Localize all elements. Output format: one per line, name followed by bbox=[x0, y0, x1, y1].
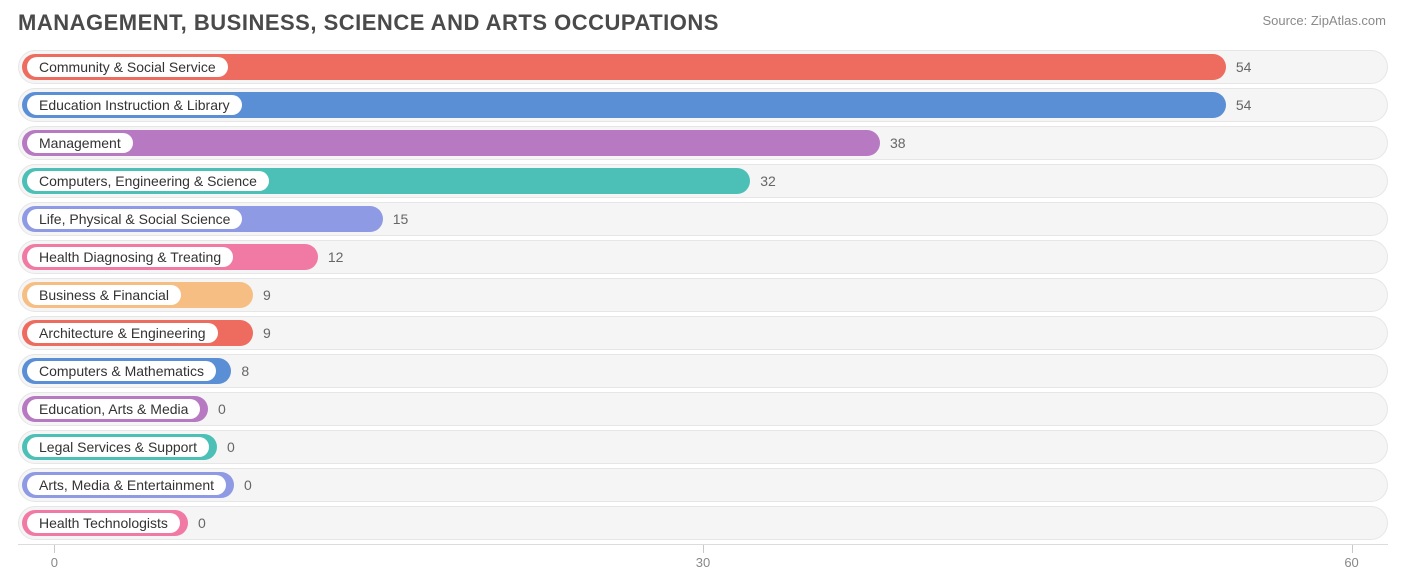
bar-label-pill: Management bbox=[27, 133, 133, 153]
bar-row: Architecture & Engineering 9 bbox=[18, 316, 1388, 350]
bar-row: Arts, Media & Entertainment 0 bbox=[18, 468, 1388, 502]
bar-value-label: 38 bbox=[890, 126, 906, 160]
bar-label-pill: Computers & Mathematics bbox=[27, 361, 216, 381]
bar-row: Education, Arts & Media 0 bbox=[18, 392, 1388, 426]
bar-label-pill: Education Instruction & Library bbox=[27, 95, 242, 115]
bar-row: Health Technologists 0 bbox=[18, 506, 1388, 540]
source-name: ZipAtlas.com bbox=[1311, 13, 1386, 28]
bar-row: Education Instruction & Library 54 bbox=[18, 88, 1388, 122]
bar-value-label: 32 bbox=[760, 164, 776, 198]
axis-tick bbox=[54, 545, 55, 553]
bar-track bbox=[18, 430, 1388, 464]
bar-label-pill: Arts, Media & Entertainment bbox=[27, 475, 226, 495]
chart-container: MANAGEMENT, BUSINESS, SCIENCE AND ARTS O… bbox=[0, 0, 1406, 559]
bars-area: Community & Social Service54Education In… bbox=[18, 50, 1388, 540]
axis-tick-label: 30 bbox=[696, 555, 710, 570]
bar-row: Life, Physical & Social Science 15 bbox=[18, 202, 1388, 236]
bar-row: Legal Services & Support 0 bbox=[18, 430, 1388, 464]
bar-value-label: 9 bbox=[263, 316, 271, 350]
axis-tick-label: 0 bbox=[51, 555, 58, 570]
bar-label-pill: Architecture & Engineering bbox=[27, 323, 218, 343]
bar-label-pill: Health Technologists bbox=[27, 513, 180, 533]
bar-row: Health Diagnosing & Treating 12 bbox=[18, 240, 1388, 274]
bar-label-pill: Legal Services & Support bbox=[27, 437, 209, 457]
bar-value-label: 9 bbox=[263, 278, 271, 312]
bar-value-label: 54 bbox=[1236, 88, 1252, 122]
source-prefix: Source: bbox=[1262, 13, 1310, 28]
bar-label-pill: Life, Physical & Social Science bbox=[27, 209, 242, 229]
bar-value-label: 0 bbox=[227, 430, 235, 464]
bar-label-pill: Health Diagnosing & Treating bbox=[27, 247, 233, 267]
bar-value-label: 8 bbox=[241, 354, 249, 388]
bar-track bbox=[18, 506, 1388, 540]
bar-fill bbox=[22, 130, 880, 156]
bar-row: Business & Financial 9 bbox=[18, 278, 1388, 312]
bar-value-label: 12 bbox=[328, 240, 344, 274]
bar-row: Computers, Engineering & Science 32 bbox=[18, 164, 1388, 198]
x-axis: 0 30 60 bbox=[18, 544, 1388, 574]
axis-tick bbox=[1352, 545, 1353, 553]
axis-tick bbox=[703, 545, 704, 553]
bar-value-label: 0 bbox=[198, 506, 206, 540]
chart-source: Source: ZipAtlas.com bbox=[1262, 13, 1386, 28]
chart-title: MANAGEMENT, BUSINESS, SCIENCE AND ARTS O… bbox=[18, 10, 719, 36]
bar-label-pill: Education, Arts & Media bbox=[27, 399, 200, 419]
bar-row: Management 38 bbox=[18, 126, 1388, 160]
bar-label-pill: Computers, Engineering & Science bbox=[27, 171, 269, 191]
chart-header: MANAGEMENT, BUSINESS, SCIENCE AND ARTS O… bbox=[18, 10, 1388, 36]
bar-value-label: 54 bbox=[1236, 50, 1252, 84]
bar-row: Community & Social Service 54 bbox=[18, 50, 1388, 84]
bar-row: Computers & Mathematics 8 bbox=[18, 354, 1388, 388]
axis-tick-label: 60 bbox=[1344, 555, 1358, 570]
bar-label-pill: Community & Social Service bbox=[27, 57, 228, 77]
bar-value-label: 15 bbox=[393, 202, 409, 236]
bar-value-label: 0 bbox=[244, 468, 252, 502]
bar-value-label: 0 bbox=[218, 392, 226, 426]
bar-label-pill: Business & Financial bbox=[27, 285, 181, 305]
